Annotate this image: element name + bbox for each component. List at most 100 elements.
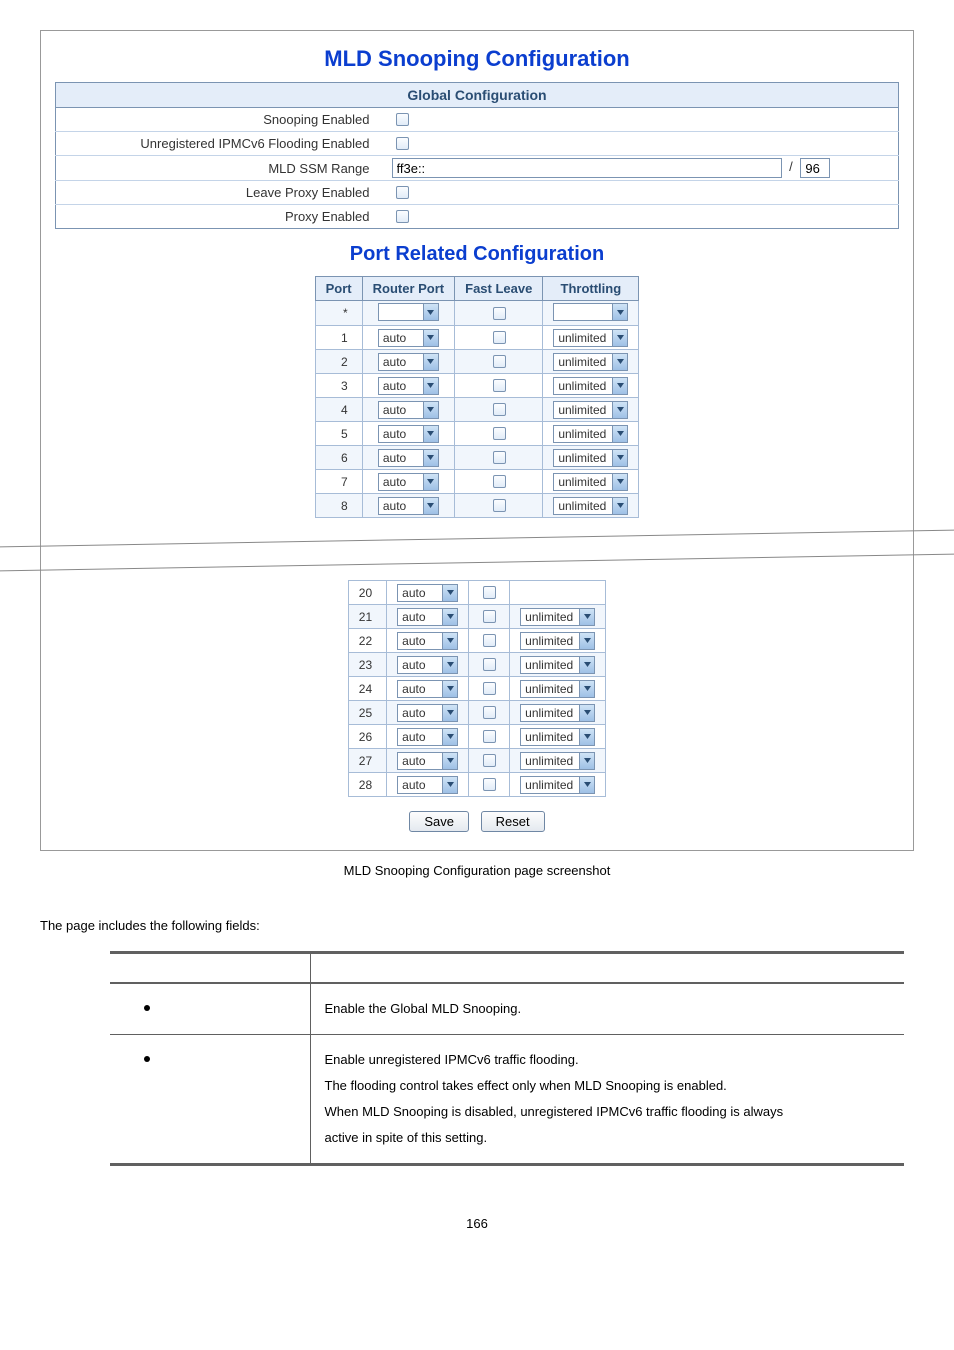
cell-throttling: unlimited [543,374,639,398]
checkbox-fast-leave[interactable] [483,778,496,791]
select-dropdown[interactable]: unlimited [520,728,595,746]
checkbox-fast-leave[interactable] [493,499,506,512]
select-dropdown[interactable]: unlimited [553,449,628,467]
select-dropdown[interactable]: unlimited [520,656,595,674]
checkbox-fast-leave[interactable] [483,682,496,695]
checkbox-fast-leave[interactable] [483,586,496,599]
table-row: Enable the Global MLD Snooping. [110,983,904,1035]
select-value: unlimited [554,474,612,490]
checkbox-fast-leave[interactable] [493,475,506,488]
select-dropdown[interactable]: auto [378,329,439,347]
chevron-down-icon [423,354,438,370]
select-dropdown[interactable]: auto [378,353,439,371]
cell-router-port: auto [362,398,455,422]
select-dropdown[interactable]: unlimited [520,632,595,650]
select-value: auto [379,402,423,418]
select-dropdown[interactable]: auto [378,377,439,395]
select-dropdown[interactable]: unlimited [553,377,628,395]
cell-throttling [510,581,606,605]
cell-port: 1 [315,326,362,350]
checkbox-fast-leave[interactable] [493,331,506,344]
select-value: auto [398,585,442,601]
chevron-down-icon [423,474,438,490]
checkbox-fast-leave[interactable] [493,403,506,416]
cell-fast-leave [469,725,510,749]
cell-throttling: unlimited [543,494,639,518]
select-dropdown[interactable]: unlimited [553,425,628,443]
select-dropdown[interactable]: auto [378,425,439,443]
cell-throttling: unlimited [510,653,606,677]
checkbox-fast-leave[interactable] [483,754,496,767]
checkbox-unreg-flooding[interactable] [396,137,409,150]
cell-router-port: auto [387,725,469,749]
select-dropdown[interactable]: auto [397,632,458,650]
select-dropdown[interactable]: unlimited [553,497,628,515]
checkbox-fast-leave[interactable] [493,451,506,464]
input-ssm-address[interactable] [392,158,782,178]
table-row: 5 auto unlimited [315,422,639,446]
chevron-down-icon [612,450,627,466]
cell-fast-leave [455,374,543,398]
save-button[interactable]: Save [409,811,469,832]
cell-router-port: auto [387,653,469,677]
checkbox-fast-leave[interactable] [493,355,506,368]
select-dropdown[interactable]: unlimited [553,473,628,491]
select-dropdown[interactable]: auto [378,401,439,419]
cell-router-port: auto [362,494,455,518]
select-dropdown[interactable]: auto [397,584,458,602]
checkbox-fast-leave[interactable] [483,634,496,647]
select-dropdown[interactable]: auto [397,728,458,746]
checkbox-proxy-enabled[interactable] [396,210,409,223]
select-dropdown[interactable]: unlimited [520,776,595,794]
checkbox-fast-leave[interactable] [483,610,496,623]
select-dropdown[interactable]: auto [378,497,439,515]
input-ssm-prefix[interactable] [800,158,830,178]
checkbox-snooping-enabled[interactable] [396,113,409,126]
cell-fast-leave [469,773,510,797]
checkbox-fast-leave[interactable] [493,379,506,392]
select-dropdown[interactable] [378,303,439,321]
select-dropdown[interactable]: auto [397,680,458,698]
cell-fast-leave [455,470,543,494]
select-value: auto [379,498,423,514]
select-value: unlimited [521,633,579,649]
table-row: Enable unregistered IPMCv6 traffic flood… [110,1034,904,1164]
chevron-down-icon [579,681,594,697]
cell-router-port: auto [387,605,469,629]
select-dropdown[interactable]: auto [397,656,458,674]
reset-button[interactable]: Reset [481,811,545,832]
port-section-title: Port Related Configuration [55,243,899,266]
select-dropdown[interactable]: unlimited [553,329,628,347]
select-dropdown[interactable]: auto [397,752,458,770]
checkbox-fast-leave[interactable] [493,427,506,440]
select-value: auto [398,753,442,769]
select-dropdown[interactable]: unlimited [553,401,628,419]
select-dropdown[interactable]: auto [378,473,439,491]
select-dropdown[interactable]: auto [397,776,458,794]
checkbox-leave-proxy[interactable] [396,186,409,199]
cell-throttling: unlimited [543,422,639,446]
select-dropdown[interactable]: unlimited [520,680,595,698]
page-number: 166 [40,1216,914,1231]
select-dropdown[interactable]: auto [397,608,458,626]
select-dropdown[interactable] [553,303,628,321]
select-dropdown[interactable]: unlimited [520,752,595,770]
checkbox-fast-leave[interactable] [483,658,496,671]
chevron-down-icon [423,330,438,346]
checkbox-fast-leave[interactable] [493,307,506,320]
cell-router-port: auto [387,581,469,605]
checkbox-fast-leave[interactable] [483,706,496,719]
chevron-down-icon [442,609,457,625]
select-value: auto [398,633,442,649]
select-dropdown[interactable]: unlimited [553,353,628,371]
select-dropdown[interactable]: unlimited [520,704,595,722]
select-dropdown[interactable]: auto [397,704,458,722]
cell-port: 5 [315,422,362,446]
select-value: unlimited [521,609,579,625]
select-dropdown[interactable]: unlimited [520,608,595,626]
cell-fast-leave [469,701,510,725]
chevron-down-icon [579,777,594,793]
checkbox-fast-leave[interactable] [483,730,496,743]
cell-description: Enable the Global MLD Snooping. [310,983,904,1035]
select-dropdown[interactable]: auto [378,449,439,467]
